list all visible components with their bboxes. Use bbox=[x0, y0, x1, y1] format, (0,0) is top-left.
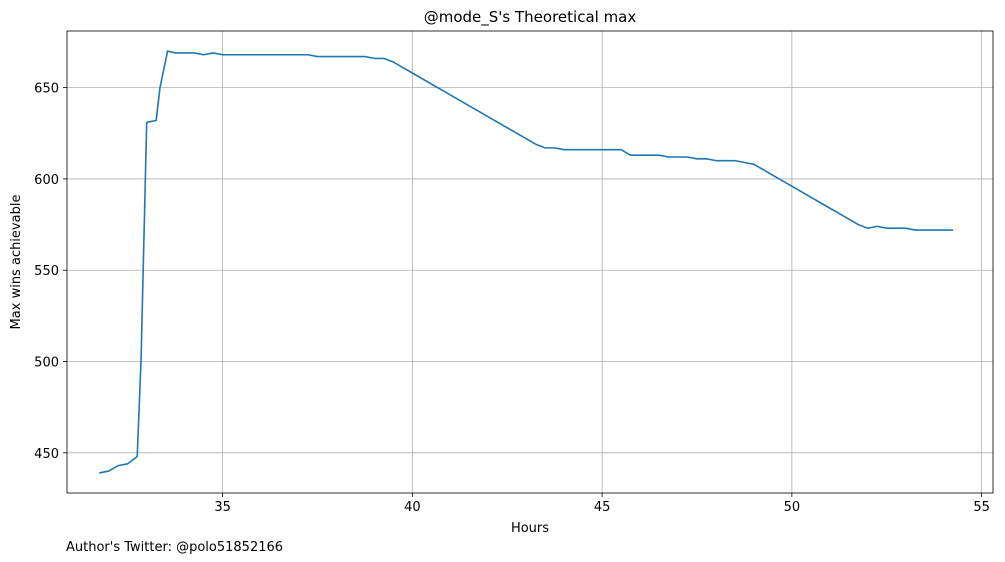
author-footnote: Author's Twitter: @polo51852166 bbox=[66, 540, 283, 555]
series-line bbox=[99, 50, 954, 474]
y-axis-label: Max wins achievable bbox=[9, 195, 24, 330]
x-tick-label: 55 bbox=[973, 500, 990, 515]
x-grid bbox=[222, 31, 983, 493]
x-axis-label: Hours bbox=[511, 521, 549, 536]
x-tick-label: 40 bbox=[404, 500, 421, 515]
y-tick-label: 550 bbox=[34, 264, 59, 279]
chart-title: @mode_S's Theoretical max bbox=[424, 8, 637, 27]
y-tick-label: 500 bbox=[34, 356, 59, 371]
plot-background bbox=[67, 31, 993, 493]
y-grid bbox=[67, 87, 993, 454]
y-tick-label: 650 bbox=[34, 82, 59, 97]
x-ticks: 35 40 45 50 55 bbox=[214, 493, 990, 515]
y-tick-label: 450 bbox=[34, 447, 59, 462]
x-tick-label: 35 bbox=[214, 500, 231, 515]
x-tick-label: 50 bbox=[784, 500, 801, 515]
y-tick-label: 600 bbox=[34, 173, 59, 188]
plot-frame bbox=[66, 30, 994, 494]
y-ticks: 450 500 550 600 650 bbox=[34, 82, 67, 462]
x-tick-label: 45 bbox=[594, 500, 611, 515]
